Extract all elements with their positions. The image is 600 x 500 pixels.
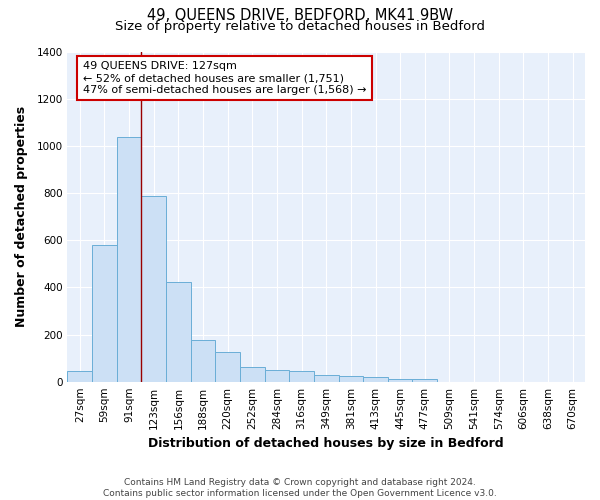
X-axis label: Distribution of detached houses by size in Bedford: Distribution of detached houses by size … xyxy=(148,437,504,450)
Bar xyxy=(363,377,388,382)
Bar xyxy=(240,367,265,382)
Bar xyxy=(289,371,314,382)
Bar xyxy=(166,282,191,382)
Bar xyxy=(92,246,117,382)
Text: Size of property relative to detached houses in Bedford: Size of property relative to detached ho… xyxy=(115,20,485,33)
Text: 49, QUEENS DRIVE, BEDFORD, MK41 9BW: 49, QUEENS DRIVE, BEDFORD, MK41 9BW xyxy=(147,8,453,22)
Bar xyxy=(412,380,437,382)
Bar xyxy=(314,374,338,382)
Bar xyxy=(215,352,240,382)
Bar xyxy=(67,370,92,382)
Text: Contains HM Land Registry data © Crown copyright and database right 2024.
Contai: Contains HM Land Registry data © Crown c… xyxy=(103,478,497,498)
Y-axis label: Number of detached properties: Number of detached properties xyxy=(15,106,28,327)
Bar xyxy=(117,137,142,382)
Bar xyxy=(265,370,289,382)
Bar xyxy=(388,379,412,382)
Bar xyxy=(338,376,363,382)
Bar xyxy=(142,196,166,382)
Text: 49 QUEENS DRIVE: 127sqm
← 52% of detached houses are smaller (1,751)
47% of semi: 49 QUEENS DRIVE: 127sqm ← 52% of detache… xyxy=(83,62,367,94)
Bar xyxy=(191,340,215,382)
